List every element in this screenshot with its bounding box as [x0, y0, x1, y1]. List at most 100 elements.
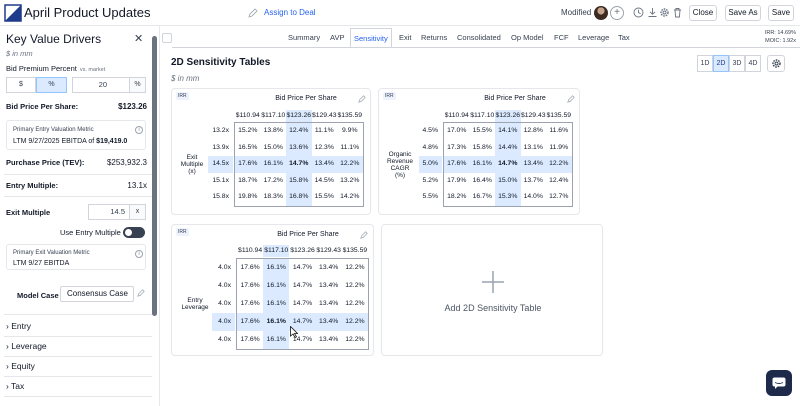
entry-valuation-metric[interactable]: Primary Entry Valuation Metric LTM 9/27/…	[6, 120, 146, 150]
table-cell[interactable]: 13.4%	[319, 282, 339, 289]
table-cell[interactable]: 14.7%	[292, 336, 313, 343]
table-cell[interactable]: 15.3%	[495, 189, 521, 206]
table-cell[interactable]: 11.9%	[549, 143, 569, 151]
table-cell[interactable]: 9.9%	[342, 127, 358, 134]
dim-3d-button[interactable]: 3D	[729, 55, 745, 72]
table-cell[interactable]: 12.8%	[523, 127, 543, 134]
table-cell[interactable]: 16.1%	[263, 331, 290, 349]
history-icon[interactable]	[633, 7, 644, 18]
section-equity[interactable]: › Equity	[6, 361, 35, 371]
table-cell[interactable]: 17.6%	[240, 264, 260, 271]
exit-multiple-input[interactable]: 14.5	[88, 204, 130, 220]
section-entry[interactable]: › Entry	[6, 321, 32, 331]
table-cell[interactable]: 17.6%	[240, 300, 260, 307]
tab-fcf[interactable]: FCF	[554, 33, 569, 42]
table-cell[interactable]: 16.8%	[286, 189, 312, 206]
exit-valuation-metric[interactable]: Primary Exit Valuation Metric LTM 9/27 E…	[6, 244, 146, 270]
table-cell[interactable]: 12.2%	[345, 300, 365, 307]
table-cell[interactable]: 17.2%	[263, 176, 283, 184]
table-cell[interactable]: 12.2%	[345, 264, 365, 271]
table-cell[interactable]: 14.7%	[292, 300, 313, 307]
table-cell[interactable]: 11.1%	[314, 127, 334, 134]
table-cell[interactable]: 12.4%	[286, 123, 312, 140]
panel-scrollbar[interactable]	[152, 36, 157, 316]
table-cell[interactable]: 13.2%	[340, 176, 360, 184]
tab-returns[interactable]: Returns	[421, 33, 448, 42]
pencil-icon[interactable]	[358, 95, 366, 103]
add-collaborator-icon[interactable]: +	[610, 6, 624, 20]
table-cell[interactable]: 17.6%	[240, 282, 260, 289]
table-cell[interactable]: 13.7%	[523, 176, 543, 184]
save-button[interactable]: Save	[768, 5, 794, 21]
section-tax[interactable]: › Tax	[6, 381, 25, 391]
use-entry-multiple-toggle[interactable]	[123, 227, 145, 238]
table-cell[interactable]: 11.1%	[340, 143, 360, 151]
table-cell[interactable]: 15.0%	[495, 172, 521, 190]
table-cell[interactable]: 12.2%	[345, 336, 365, 343]
table-cell[interactable]: 17.9%	[447, 176, 467, 184]
table-cell[interactable]: 14.5%	[314, 176, 334, 184]
table-cell[interactable]: 16.1%	[469, 156, 495, 173]
model-case-select[interactable]: Consensus Case	[60, 286, 134, 302]
tab-op-model[interactable]: Op Model	[511, 33, 544, 42]
table-cell[interactable]: 11.6%	[549, 127, 569, 134]
table-cell[interactable]: 14.1%	[495, 123, 521, 140]
table-cell[interactable]: 15.5%	[314, 193, 334, 201]
dim-2d-button[interactable]: 2D	[713, 55, 729, 72]
table-cell[interactable]: 17.6%	[444, 156, 470, 173]
table-cell[interactable]: 13.4%	[315, 313, 342, 331]
chat-button[interactable]	[766, 370, 792, 396]
pencil-icon[interactable]	[360, 231, 368, 239]
table-cell[interactable]: 16.1%	[263, 259, 290, 277]
table-cell[interactable]: 15.0%	[263, 143, 283, 151]
assign-to-deal-button[interactable]: Assign to Deal	[264, 8, 316, 17]
table-cell[interactable]: 19.8%	[238, 193, 258, 201]
table-cell[interactable]: 13.6%	[286, 139, 312, 157]
table-cell[interactable]: 13.4%	[319, 264, 339, 271]
tab-sensitivity[interactable]: Sensitivity	[350, 28, 392, 48]
table-cell[interactable]: 12.3%	[314, 143, 334, 151]
table-cell[interactable]: 14.7%	[289, 313, 316, 331]
tab-leverage[interactable]: Leverage	[578, 33, 610, 42]
tab-exit[interactable]: Exit	[399, 33, 412, 42]
tab-consolidated[interactable]: Consolidated	[457, 33, 501, 42]
section-leverage[interactable]: › Leverage	[6, 341, 47, 351]
table-cell[interactable]: 15.8%	[472, 143, 492, 151]
bid-premium-input[interactable]: 20	[72, 77, 130, 93]
table-cell[interactable]: 15.5%	[472, 127, 492, 134]
table-cell[interactable]: 12.2%	[546, 156, 572, 173]
table-cell[interactable]: 13.8%	[263, 127, 283, 134]
premium-percent-toggle[interactable]: %	[36, 77, 67, 93]
pencil-icon[interactable]	[248, 8, 258, 18]
close-icon[interactable]: ✕	[134, 33, 144, 45]
table-cell[interactable]: 15.8%	[286, 172, 312, 190]
table-cell[interactable]: 15.2%	[238, 127, 258, 134]
table-cell[interactable]: 12.2%	[345, 282, 365, 289]
table-cell[interactable]: 14.4%	[495, 139, 521, 157]
table-cell[interactable]: 16.5%	[238, 143, 258, 151]
table-cell[interactable]: 14.7%	[495, 156, 521, 173]
table-cell[interactable]: 14.7%	[292, 264, 313, 271]
table-cell[interactable]: 18.3%	[263, 193, 283, 201]
table-cell[interactable]: 12.2%	[341, 313, 368, 331]
table-cell[interactable]: 13.4%	[311, 156, 337, 173]
table-cell[interactable]: 13.1%	[523, 143, 543, 151]
table-cell[interactable]: 14.0%	[523, 193, 543, 201]
avatar[interactable]	[594, 6, 608, 20]
table-cell[interactable]: 16.4%	[472, 176, 492, 184]
table-cell[interactable]: 16.1%	[263, 295, 290, 313]
table-cell[interactable]: 17.3%	[447, 143, 467, 151]
table-cell[interactable]: 17.0%	[447, 127, 467, 134]
table-cell[interactable]: 13.4%	[319, 336, 339, 343]
table-cell[interactable]: 17.6%	[235, 156, 261, 173]
premium-dollar-toggle[interactable]: $	[6, 77, 36, 93]
table-cell[interactable]: 12.4%	[549, 176, 569, 184]
table-cell[interactable]: 14.7%	[292, 282, 313, 289]
download-icon[interactable]	[647, 7, 658, 18]
table-cell[interactable]: 13.4%	[520, 156, 546, 173]
tab-avp[interactable]: AVP	[330, 33, 345, 42]
settings-button[interactable]	[767, 55, 785, 72]
tab-tax[interactable]: Tax	[618, 33, 630, 42]
close-button[interactable]: Close	[689, 5, 717, 21]
dim-4d-button[interactable]: 4D	[745, 55, 761, 72]
